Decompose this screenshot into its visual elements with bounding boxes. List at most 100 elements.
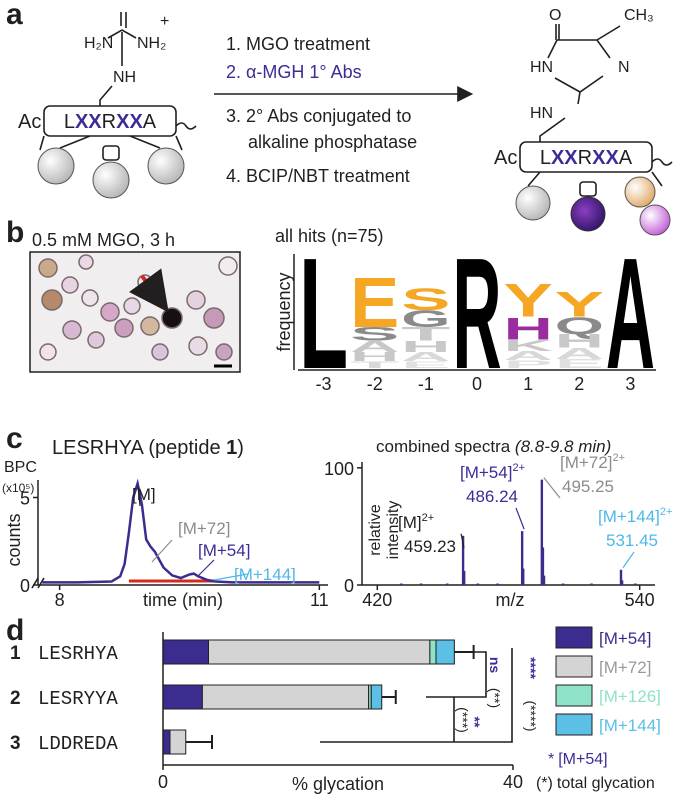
charge: 2+	[512, 462, 525, 474]
bar-segment	[162, 684, 203, 710]
chromatogram: LESRHYA (peptide 1) BPC (x10⁵) counts time (…	[2, 437, 329, 610]
bead	[37, 147, 75, 185]
charge: 2+	[612, 452, 625, 464]
steps: 1. MGO treatment 2. α-MGH 1° Abs 3. 2° A…	[214, 34, 474, 186]
bar-segment	[429, 639, 437, 665]
annotation-leader	[137, 485, 141, 507]
peak-leader	[515, 507, 525, 530]
row-number: 3	[10, 733, 21, 754]
peak-label: [M+54]2+	[460, 462, 525, 482]
row-label: LESRHYA	[38, 643, 118, 665]
ion: [M+54]	[460, 463, 512, 482]
peak-leader	[622, 551, 635, 569]
chem-label: H₂N	[84, 35, 113, 52]
x-tick-label: 1	[523, 374, 533, 394]
bond	[539, 24, 621, 142]
peak-label: [M+144]2+	[598, 506, 672, 526]
peak-mz: 495.25	[562, 477, 614, 496]
logo-letter: L	[299, 226, 348, 403]
peak-mz: 486.24	[466, 487, 518, 506]
logo-letter: A	[606, 226, 655, 403]
bead	[515, 185, 551, 221]
axis-break	[31, 577, 45, 589]
logo-letter: H	[555, 331, 604, 352]
logo-letter: S	[401, 281, 450, 316]
legend-label: [M+144]	[599, 716, 661, 735]
x-axis-label: m/z	[496, 590, 525, 610]
glycation-bars: 1 LESRHYA 2 LESRYYA 3 LDDREDA 0 40 % glycation ns…	[10, 626, 661, 794]
sequence: LXXRXXA	[64, 111, 157, 133]
chem-label: CH₃	[624, 7, 654, 24]
significance: (****)	[523, 700, 539, 731]
logo-letter: Q	[555, 313, 604, 339]
significance: (***)	[455, 707, 471, 733]
bead	[639, 204, 671, 236]
significance: (**)	[487, 688, 503, 708]
y-tick-label: 5	[20, 489, 30, 509]
logo-letter: E	[401, 360, 450, 371]
x-tick-label: 11	[310, 590, 329, 610]
legend-note: (*) total glycation	[536, 775, 655, 792]
x-tick-label: -1	[418, 374, 434, 394]
y-multiplier: (x10⁵)	[2, 481, 34, 495]
significance-brackets	[320, 648, 513, 743]
x-tick-label: 0	[158, 772, 168, 792]
chem-label: Ac	[18, 111, 41, 133]
annotation: [M]	[132, 485, 156, 504]
chem-label: HN	[530, 59, 553, 76]
x-tick-label: 0	[472, 374, 482, 394]
peak-leader	[543, 477, 561, 499]
logo-letter: A	[401, 350, 450, 364]
panel-label: a	[6, 0, 23, 31]
x-tick-label: 420	[362, 590, 392, 610]
bead	[147, 147, 185, 185]
logo-letter: S	[350, 324, 399, 345]
chem-label: O	[549, 7, 561, 24]
chem-label: NH₂	[137, 35, 166, 52]
note-text: total glycation	[557, 775, 655, 792]
logo-letter: P	[504, 358, 553, 370]
logo-letter: Y	[555, 285, 604, 324]
peak-mz: 531.45	[606, 531, 658, 550]
panel-label: b	[6, 216, 24, 249]
logo-letter: A	[350, 338, 399, 356]
annotation: [M+144]	[234, 565, 296, 584]
y-tick-label: 100	[324, 459, 354, 479]
row-number: 1	[10, 643, 21, 664]
legend-swatch	[555, 626, 593, 649]
x-tick-label: 40	[503, 772, 523, 792]
chem-label: N	[618, 59, 630, 76]
logo-title: all hits (n=75)	[275, 226, 384, 246]
charge: 2+	[422, 512, 435, 524]
bead-link	[102, 145, 120, 161]
peak-label: [M+72]2+	[560, 452, 625, 472]
chem-label: HN	[530, 105, 553, 122]
peptide-box	[43, 105, 177, 137]
chart-title: LESRHYA (peptide 1)	[52, 437, 244, 459]
subtitle: BPC	[4, 459, 37, 476]
title-part: LESRHYA (peptide	[52, 437, 226, 459]
logo-letter: E	[350, 263, 399, 343]
bead-link	[579, 181, 597, 197]
bar-segment	[162, 639, 209, 665]
legend-label: [M+54]	[599, 629, 651, 648]
title-part: combined spectra	[376, 437, 515, 456]
row-label: LESRYYA	[38, 688, 118, 710]
row-label: LDDREDA	[38, 733, 118, 755]
mass-spectrum: combined spectra (8.8-9.8 min) relative in…	[324, 437, 673, 610]
chart-title: combined spectra (8.8-9.8 min)	[376, 437, 611, 456]
significance: **	[467, 717, 483, 728]
error-bar	[381, 690, 397, 704]
step: 2. α-MGH 1° Abs	[226, 62, 362, 82]
bar-segment	[162, 729, 171, 755]
legend-swatch	[555, 684, 593, 707]
note-symbol: *	[548, 751, 554, 768]
logo-letter: E	[555, 357, 604, 371]
y-tick-label: 0	[344, 576, 354, 596]
logo-letter: H	[504, 311, 553, 346]
significance: ****	[523, 657, 539, 679]
caption: 0.5 mM MGO, 3 h	[32, 230, 175, 250]
x-tick-label: 2	[574, 374, 584, 394]
